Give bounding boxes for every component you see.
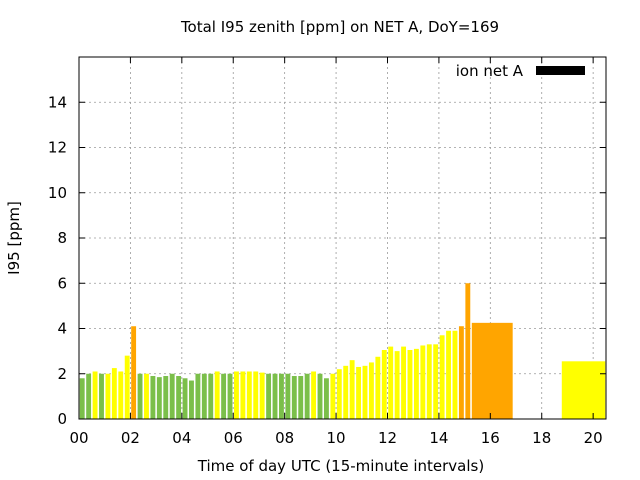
bar (227, 373, 233, 419)
y-tick-label: 4 (57, 320, 67, 338)
bar (201, 373, 207, 419)
x-tick-label: 16 (481, 429, 500, 447)
bar (439, 335, 445, 419)
x-tick-label: 08 (275, 429, 294, 447)
bar (144, 373, 149, 419)
x-tick-label: 02 (121, 429, 140, 447)
bar (433, 344, 439, 419)
bar (356, 366, 362, 419)
bar (163, 376, 169, 419)
bar (86, 373, 92, 419)
bar (259, 372, 265, 419)
bar (407, 349, 413, 419)
x-tick-label: 10 (327, 429, 346, 447)
bar (131, 326, 137, 419)
y-tick-label: 0 (57, 410, 67, 428)
bar (330, 373, 336, 419)
bars (79, 283, 606, 419)
x-tick-label: 06 (224, 429, 243, 447)
bar (285, 373, 291, 419)
bar (176, 376, 182, 419)
bar (375, 356, 381, 419)
bar (124, 355, 130, 419)
bar (169, 373, 175, 419)
bar (561, 361, 606, 419)
bar (465, 283, 471, 419)
y-tick-label: 6 (57, 274, 67, 292)
bar (336, 369, 342, 419)
chart-title: Total I95 zenith [ppm] on NET A, DoY=169 (180, 18, 499, 36)
bar (381, 349, 387, 419)
bar (99, 373, 104, 419)
bar (118, 371, 124, 419)
bar (388, 346, 394, 419)
bar (394, 351, 400, 419)
bar (446, 330, 451, 419)
bar (362, 365, 368, 419)
bar (214, 371, 220, 419)
bar (137, 373, 143, 419)
y-tick-label: 10 (48, 184, 67, 202)
bar (92, 371, 98, 419)
x-tick-label: 04 (172, 429, 191, 447)
bar (266, 373, 272, 419)
bar (150, 376, 156, 419)
bar (458, 326, 464, 419)
bar (240, 371, 246, 419)
bar (349, 360, 355, 419)
plot-frame (78, 56, 607, 420)
legend-swatch (536, 66, 585, 75)
bar (452, 330, 458, 419)
bar (311, 371, 317, 419)
bar (182, 378, 188, 419)
y-tick-label: 8 (57, 229, 67, 247)
bar (317, 373, 323, 419)
bar (272, 373, 278, 419)
bar (105, 373, 111, 419)
bar (79, 378, 85, 419)
x-tick-label: 20 (584, 429, 603, 447)
bar (221, 373, 227, 419)
bar (304, 373, 310, 419)
bar (343, 365, 349, 419)
bar (298, 376, 304, 419)
bar (420, 345, 426, 419)
grid-lines (78, 57, 606, 419)
legend-label: ion net A (456, 62, 524, 80)
bar (413, 348, 419, 419)
x-tick-label: 14 (429, 429, 448, 447)
x-tick-label: 00 (69, 429, 88, 447)
bar (111, 368, 117, 419)
bar (195, 373, 201, 419)
x-tick-label: 18 (532, 429, 551, 447)
bar (426, 344, 432, 419)
bar (368, 362, 374, 419)
bar (189, 380, 194, 419)
y-tick-label: 14 (48, 93, 67, 111)
x-axis-label: Time of day UTC (15-minute intervals) (197, 457, 484, 475)
bar (156, 377, 162, 419)
bar (401, 346, 406, 419)
y-tick-label: 2 (57, 365, 67, 383)
bar (246, 371, 252, 419)
bar (208, 373, 214, 419)
bar (471, 322, 513, 419)
y-axis-label: I95 [ppm] (5, 201, 23, 275)
bar (279, 373, 284, 419)
y-tick-label: 12 (48, 139, 67, 157)
bar (291, 376, 297, 419)
bar (323, 378, 329, 419)
bar (234, 371, 239, 419)
legend: ion net A (456, 62, 585, 80)
x-tick-label: 12 (378, 429, 397, 447)
bar (253, 371, 259, 419)
